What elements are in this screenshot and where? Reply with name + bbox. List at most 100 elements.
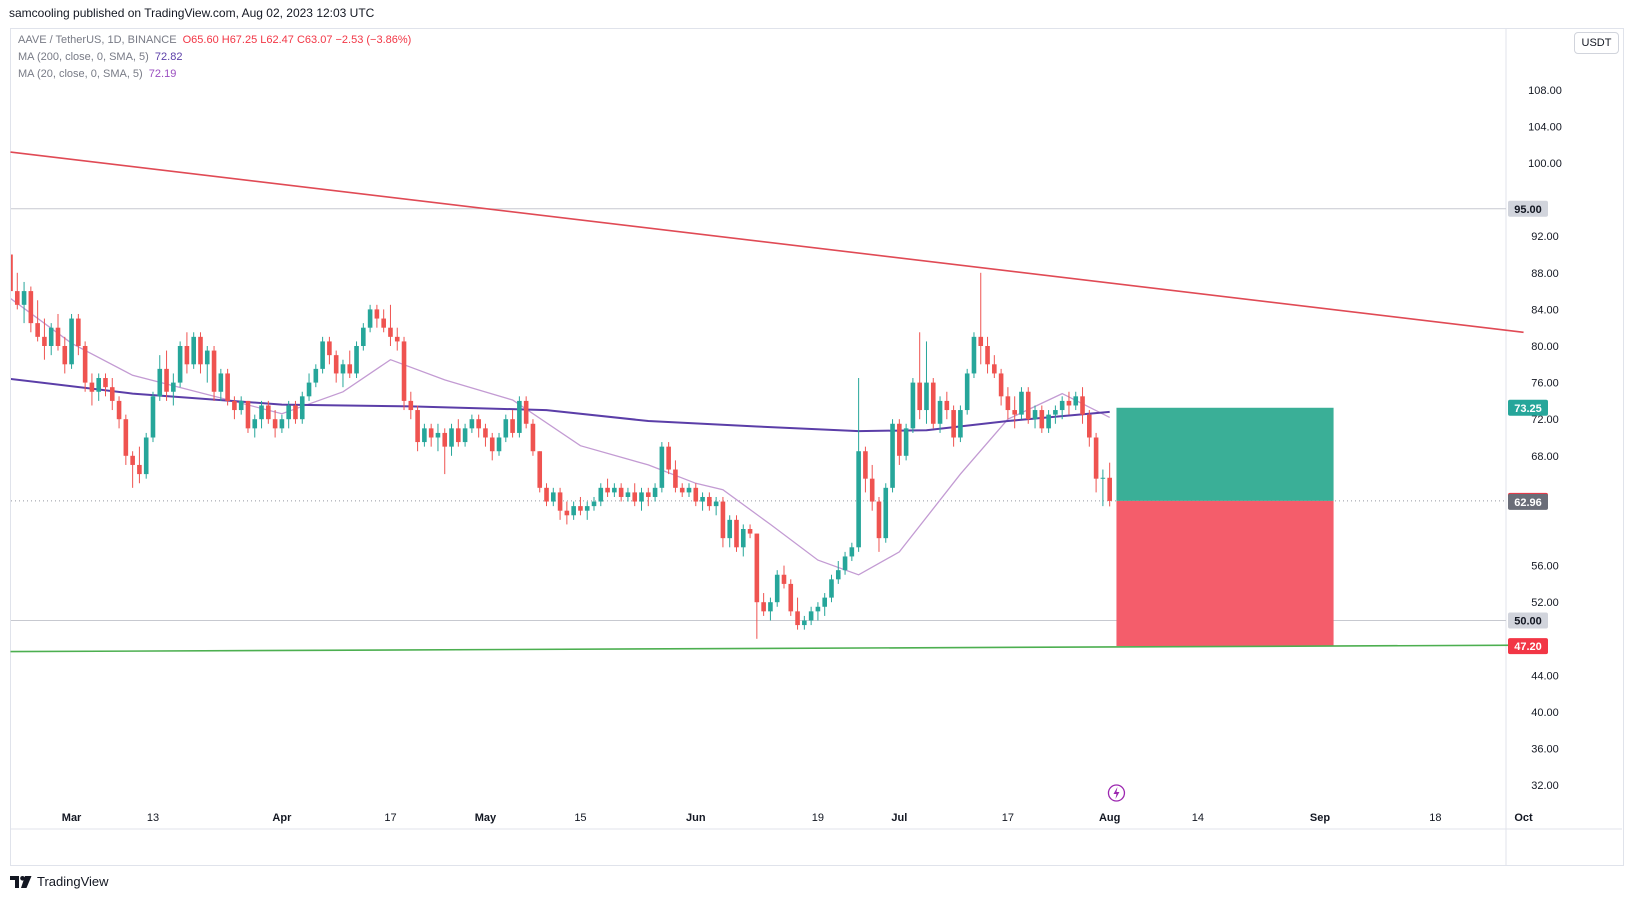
candle-body xyxy=(1059,400,1065,411)
candle-body xyxy=(869,478,875,502)
candle-body xyxy=(944,400,950,411)
x-tick-label: Sep xyxy=(1310,812,1330,824)
candle-body xyxy=(1039,410,1045,429)
price-tag xyxy=(1508,612,1548,629)
candle-body xyxy=(103,378,108,388)
candle-body xyxy=(171,382,176,392)
candle-body xyxy=(707,496,712,507)
price-tag-label: 47.20 xyxy=(1514,641,1542,653)
price-tag xyxy=(1508,399,1548,416)
candle-body xyxy=(537,451,543,488)
candle-body xyxy=(917,382,922,411)
y-tick-label: 92.00 xyxy=(1531,231,1559,243)
x-tick-label: 19 xyxy=(812,812,824,824)
candle-body xyxy=(713,501,719,507)
legend-ma200-value: 72.82 xyxy=(154,51,183,63)
candle-body xyxy=(998,373,1004,397)
currency-button[interactable]: USDT xyxy=(1574,32,1619,54)
candle-body xyxy=(204,350,210,365)
candle-body xyxy=(367,309,373,328)
candle-body xyxy=(381,318,386,328)
candle-body xyxy=(883,487,889,539)
y-tick-label: 104.00 xyxy=(1528,121,1562,133)
published-by-text: samcooling published on TradingView.com,… xyxy=(9,6,375,20)
x-tick-label: Apr xyxy=(272,812,292,824)
candle-body xyxy=(469,419,475,429)
candle-body xyxy=(1012,410,1017,415)
candle-body xyxy=(985,346,990,365)
x-tick-label: Jul xyxy=(891,812,907,824)
candle-body xyxy=(476,419,481,429)
legend-symbol: AAVE / TetherUS, 1D, BINANCE xyxy=(18,34,177,46)
candle-body xyxy=(69,318,74,365)
candle-body xyxy=(1093,437,1099,479)
candle-body xyxy=(517,400,522,433)
tradingview-logo[interactable]: TradingView xyxy=(10,874,109,889)
x-tick-label: 17 xyxy=(1002,812,1014,824)
candle-body xyxy=(815,606,821,612)
candle-body xyxy=(232,400,237,411)
x-tick-label: 13 xyxy=(147,812,159,824)
candle-body xyxy=(802,620,807,626)
candle-body xyxy=(781,574,787,584)
candle-body xyxy=(822,597,827,607)
candle-body xyxy=(1025,391,1031,420)
candle-body xyxy=(1053,410,1058,415)
candle-body xyxy=(937,400,943,424)
candle-body xyxy=(761,602,766,612)
candle-body xyxy=(571,506,576,516)
candle-body xyxy=(964,373,970,411)
candle-body xyxy=(578,506,583,511)
candle-body xyxy=(673,469,678,488)
candle-body xyxy=(191,336,196,365)
candle-body xyxy=(299,396,305,420)
candle-body xyxy=(829,579,834,598)
candle-body xyxy=(523,400,529,424)
candle-body xyxy=(530,423,536,452)
candle-body xyxy=(456,428,461,443)
candle-body xyxy=(333,355,339,374)
candle-body xyxy=(496,437,502,452)
legend-ma20-value: 72.19 xyxy=(148,68,177,80)
candle-body xyxy=(401,341,407,401)
candle-body xyxy=(76,318,81,346)
candle-body xyxy=(510,419,515,433)
candle-body xyxy=(1073,396,1079,406)
candle-body xyxy=(720,501,726,539)
candle-body xyxy=(279,419,285,429)
candle-body xyxy=(225,373,230,401)
candle-body xyxy=(1046,414,1051,429)
x-tick-label: 15 xyxy=(574,812,586,824)
candle-body xyxy=(605,487,610,493)
candle-body xyxy=(808,611,814,621)
candle-body xyxy=(639,492,644,502)
candle-body xyxy=(795,611,800,626)
candle-body xyxy=(150,396,156,438)
candle-body xyxy=(679,487,685,493)
candle-body xyxy=(130,455,135,465)
candle-body xyxy=(503,419,509,438)
price-tag-label: 95.00 xyxy=(1514,204,1542,216)
x-tick-label: 14 xyxy=(1192,812,1204,824)
candle-body xyxy=(992,364,997,374)
legend-ma20-row[interactable]: MA (20, close, 0, SMA, 5) 72.19 xyxy=(18,68,179,80)
candle-body xyxy=(82,346,88,383)
candle-body xyxy=(35,323,40,337)
candle-body xyxy=(1032,410,1038,420)
candle-body xyxy=(89,382,95,392)
candle-body xyxy=(971,336,977,374)
candle-body xyxy=(96,378,102,392)
candle-body xyxy=(564,510,570,516)
legend-ma200-row[interactable]: MA (200, close, 0, SMA, 5) 72.82 xyxy=(18,51,185,63)
legend-ohlc: O65.60 H67.25 L62.47 C63.07 −2.53 (−3.86… xyxy=(182,34,412,46)
candle-body xyxy=(652,487,658,497)
candle-body xyxy=(259,405,264,420)
candle-body xyxy=(863,451,868,479)
candle-body xyxy=(422,428,427,443)
candle-body xyxy=(910,382,916,429)
y-tick-label: 44.00 xyxy=(1531,670,1559,682)
price-tag-label: 73.25 xyxy=(1514,403,1542,415)
x-tick-label: 17 xyxy=(384,812,396,824)
candle-body xyxy=(428,428,434,438)
